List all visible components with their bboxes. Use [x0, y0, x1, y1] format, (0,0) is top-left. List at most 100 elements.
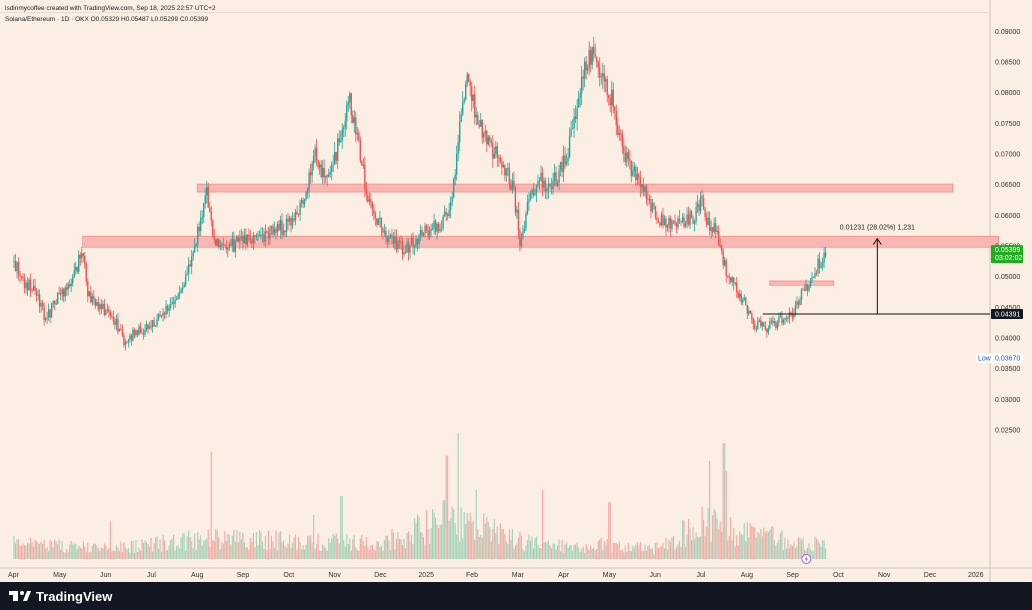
candle-body [499, 157, 502, 163]
candle-body [297, 213, 300, 215]
volume-bar [740, 534, 742, 559]
candle-body [148, 325, 151, 329]
tradingview-logo-text: TradingView [36, 588, 113, 604]
candle-body [635, 166, 637, 180]
volume-bar [508, 529, 510, 559]
candle-body [115, 318, 118, 325]
candle-body [284, 230, 286, 233]
volume-bar [317, 533, 319, 559]
candle-body [818, 258, 821, 268]
candle-body [785, 317, 788, 319]
volume-bar [439, 524, 441, 559]
volume-bar [588, 549, 590, 559]
volume-bar [624, 545, 626, 559]
candlestick-chart[interactable]: lsdinmycoffee created with TradingView.c… [0, 0, 1032, 582]
volume-bar [692, 527, 694, 559]
candle-body [656, 217, 658, 221]
volume-bar [228, 534, 230, 559]
volume-bar [558, 539, 560, 559]
candle-body [457, 142, 459, 154]
volume-bar [550, 548, 553, 559]
candle-body [141, 333, 143, 334]
volume-bar [511, 529, 513, 559]
candle-body [133, 329, 136, 336]
candle-body [314, 147, 316, 156]
candle-body [567, 157, 569, 161]
candle-body [529, 193, 532, 200]
volume-bar [331, 538, 333, 559]
volume-bar [803, 549, 806, 559]
countdown-timer: 03:02:02 [995, 255, 1022, 262]
volume-bar [617, 544, 619, 559]
volume-bar [766, 530, 768, 559]
candle-body [434, 220, 437, 232]
volume-bar [663, 548, 666, 559]
volume-bar [674, 549, 676, 559]
volume-bar [754, 527, 756, 559]
volume-bar [102, 548, 104, 559]
volume-bar [736, 535, 738, 559]
volume-bar [608, 502, 610, 559]
candle-body [389, 234, 392, 238]
candle-body [606, 79, 608, 96]
candle-body [451, 197, 453, 202]
volume-bar [541, 489, 544, 559]
candle-body [594, 54, 596, 57]
candle-body [410, 237, 413, 246]
volume-bar [168, 545, 170, 559]
candle-body [308, 172, 310, 189]
volume-bar [457, 433, 459, 559]
volume-bar [352, 539, 354, 559]
volume-bar [66, 548, 68, 559]
volume-bar [91, 545, 93, 559]
volume-bar [93, 543, 95, 559]
time-tick-label: Oct [283, 572, 294, 579]
candle-body [740, 293, 742, 303]
volume-bar [94, 543, 96, 559]
volume-bar [314, 548, 316, 559]
volume-bar [513, 548, 515, 559]
candle-body [200, 218, 202, 232]
candle-body [751, 313, 753, 320]
candle-body [156, 319, 158, 326]
volume-bar [529, 540, 532, 559]
volume-bar [576, 542, 578, 559]
volume-bar [436, 524, 438, 559]
volume-bar [787, 539, 789, 559]
candle-body [544, 180, 547, 192]
volume-bar [433, 512, 435, 559]
volume-bar [84, 546, 86, 559]
volume-bar [299, 541, 301, 559]
candle-body [237, 237, 240, 242]
volume-bar [377, 541, 379, 559]
candle-body [523, 228, 526, 232]
candle-body [136, 330, 139, 335]
candle-body [218, 239, 220, 247]
time-tick-label: Dec [374, 572, 387, 579]
candle-body [620, 132, 622, 134]
time-tick-label: Nov [328, 572, 341, 579]
candle-body [84, 255, 86, 265]
candle-body [190, 256, 193, 267]
candle-body [352, 115, 354, 123]
volume-bar [648, 545, 650, 559]
candle-body [746, 305, 748, 314]
candle-body [85, 264, 87, 282]
volume-bar [78, 545, 80, 559]
candle-body [270, 225, 273, 229]
volume-bar [370, 545, 372, 559]
volume-bar [656, 542, 658, 559]
candle-body [153, 320, 155, 327]
volume-bar [758, 533, 760, 559]
candle-body [448, 210, 450, 217]
volume-bar [719, 520, 721, 559]
candle-body [373, 209, 375, 214]
candle-body [713, 223, 715, 233]
candle-body [719, 245, 721, 247]
candle-body [428, 231, 431, 237]
tradingview-logo[interactable]: TradingView [9, 589, 112, 604]
volume-bar [326, 550, 328, 559]
volume-bar [295, 534, 297, 559]
volume-bar [689, 528, 691, 559]
volume-bar [197, 532, 199, 559]
